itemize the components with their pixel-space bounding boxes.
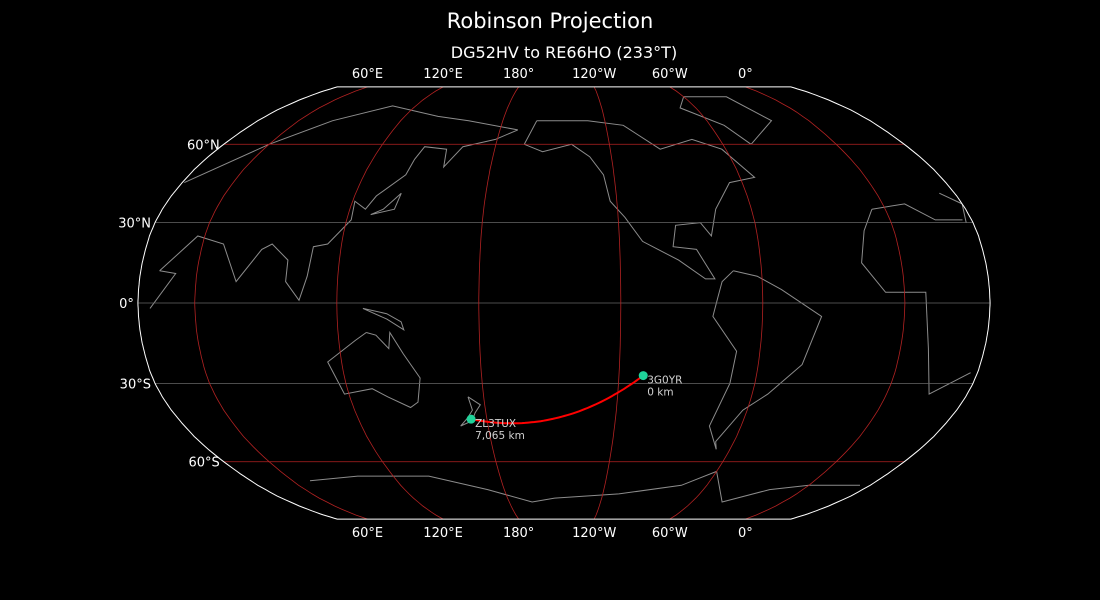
station-distance: 7,065 km [475, 430, 525, 442]
coastline [362, 307, 405, 331]
map-title: Robinson Projection [446, 9, 654, 33]
meridian-label-top: 120°W [572, 67, 616, 82]
coastline [370, 192, 402, 216]
meridian-label-bottom: 60°W [652, 526, 688, 541]
meridian-label-top: 60°E [352, 67, 383, 82]
great-circle-path [470, 374, 644, 425]
meridian-line [336, 86, 444, 520]
meridian-label-bottom: 60°E [352, 526, 383, 541]
coastline [149, 270, 177, 309]
map-subtitle: DG52HV to RE66HO (233°T) [450, 43, 678, 62]
coastline [327, 330, 421, 409]
coastline [716, 471, 860, 503]
coastline [159, 129, 518, 302]
meridian-label-top: 0° [738, 67, 753, 82]
meridian-label-top: 180° [503, 67, 534, 82]
meridian-line [669, 86, 764, 520]
station-distance: 0 km [647, 387, 673, 399]
coastline [309, 470, 717, 503]
coastline [871, 203, 963, 221]
meridian-label-bottom: 0° [738, 526, 753, 541]
coastline [679, 96, 773, 145]
parallel-label: 0° [119, 297, 134, 312]
meridian-line [478, 86, 519, 520]
station-label: ZL3TUX [475, 418, 516, 430]
coastline [861, 209, 971, 395]
coastline [708, 270, 823, 450]
meridian-label-bottom: 180° [503, 526, 534, 541]
meridian-label-bottom: 120°E [423, 526, 463, 541]
station-label: 3G0YR [647, 375, 682, 387]
meridian-line [194, 86, 368, 520]
meridian-label-top: 60°W [652, 67, 688, 82]
coastline [939, 192, 967, 223]
map-outline [137, 86, 991, 520]
meridian-line [593, 86, 622, 520]
coastline [523, 120, 756, 280]
meridian-label-top: 120°E [423, 67, 463, 82]
station-marker [466, 414, 476, 424]
parallel-label: 30°N [118, 217, 151, 232]
parallel-label: 30°S [120, 377, 151, 392]
coastline [460, 396, 481, 427]
meridian-label-bottom: 120°W [572, 526, 616, 541]
meridian-line [745, 86, 906, 520]
parallel-label: 60°N [187, 138, 220, 153]
parallel-label: 60°S [188, 456, 219, 471]
station-marker [638, 371, 648, 381]
coastlines [149, 96, 971, 503]
